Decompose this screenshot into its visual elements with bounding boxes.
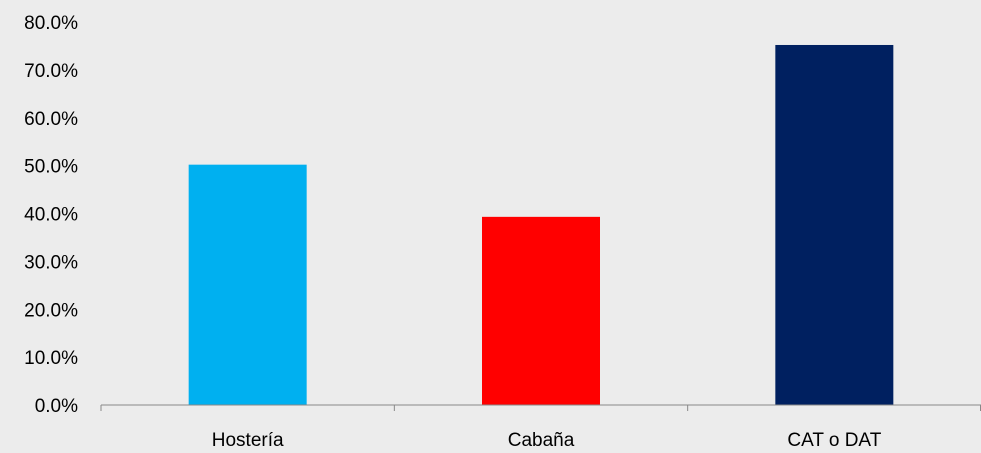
x-tick-label: Cabaña [508,430,575,451]
y-tick-label: 20.0% [24,300,78,321]
y-tick-label: 40.0% [24,205,78,226]
y-tick-label: 30.0% [24,252,78,273]
bars [188,44,894,405]
bar [188,164,307,405]
bar [482,216,600,405]
x-tick-label: Hostería [212,430,284,451]
y-tick-label: 0.0% [35,396,78,417]
y-tick-label: 50.0% [24,157,78,178]
bar [775,44,894,405]
y-tick-label: 70.0% [24,61,78,82]
y-tick-label: 80.0% [24,13,78,34]
y-tick-label: 10.0% [24,348,78,369]
x-tick-label: CAT o DAT [787,430,881,451]
x-axis [100,404,981,411]
y-tick-label: 60.0% [24,109,78,130]
y-axis-ticks: 0.0% 10.0% 20.0% 30.0% 40.0% 50.0% 60.0% 70.0% 8… [24,13,78,417]
x-axis-labels: Hostería Cabaña CAT o DAT [212,430,882,451]
